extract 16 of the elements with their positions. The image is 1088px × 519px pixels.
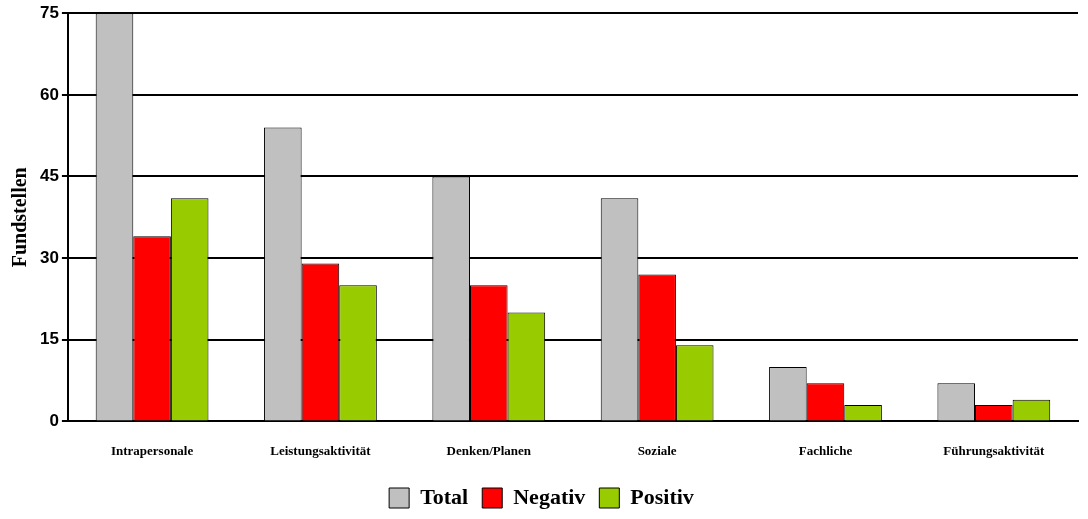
- y-axis-title: Fundstellen: [8, 167, 31, 268]
- legend-label: Positiv: [630, 483, 694, 509]
- y-tick-label: 45: [39, 166, 59, 186]
- legend-label: Total: [420, 483, 469, 509]
- y-tick-label: 60: [39, 84, 59, 104]
- y-tick-label: 30: [39, 247, 59, 267]
- x-tick-label: Leistungsaktivität: [270, 442, 372, 458]
- x-tick-label: Fachliche: [798, 442, 853, 458]
- y-tick-label: 15: [39, 329, 59, 349]
- x-tick-label: Denken/Planen: [446, 442, 532, 458]
- y-tick-label: 75: [39, 2, 59, 22]
- x-tick-label: Intrapersonale: [110, 442, 194, 458]
- legend-label: Negativ: [513, 483, 586, 509]
- x-tick-label: Führungsaktivität: [943, 442, 1046, 458]
- x-tick-label: Soziale: [637, 442, 677, 458]
- y-tick-label: 0: [49, 411, 59, 431]
